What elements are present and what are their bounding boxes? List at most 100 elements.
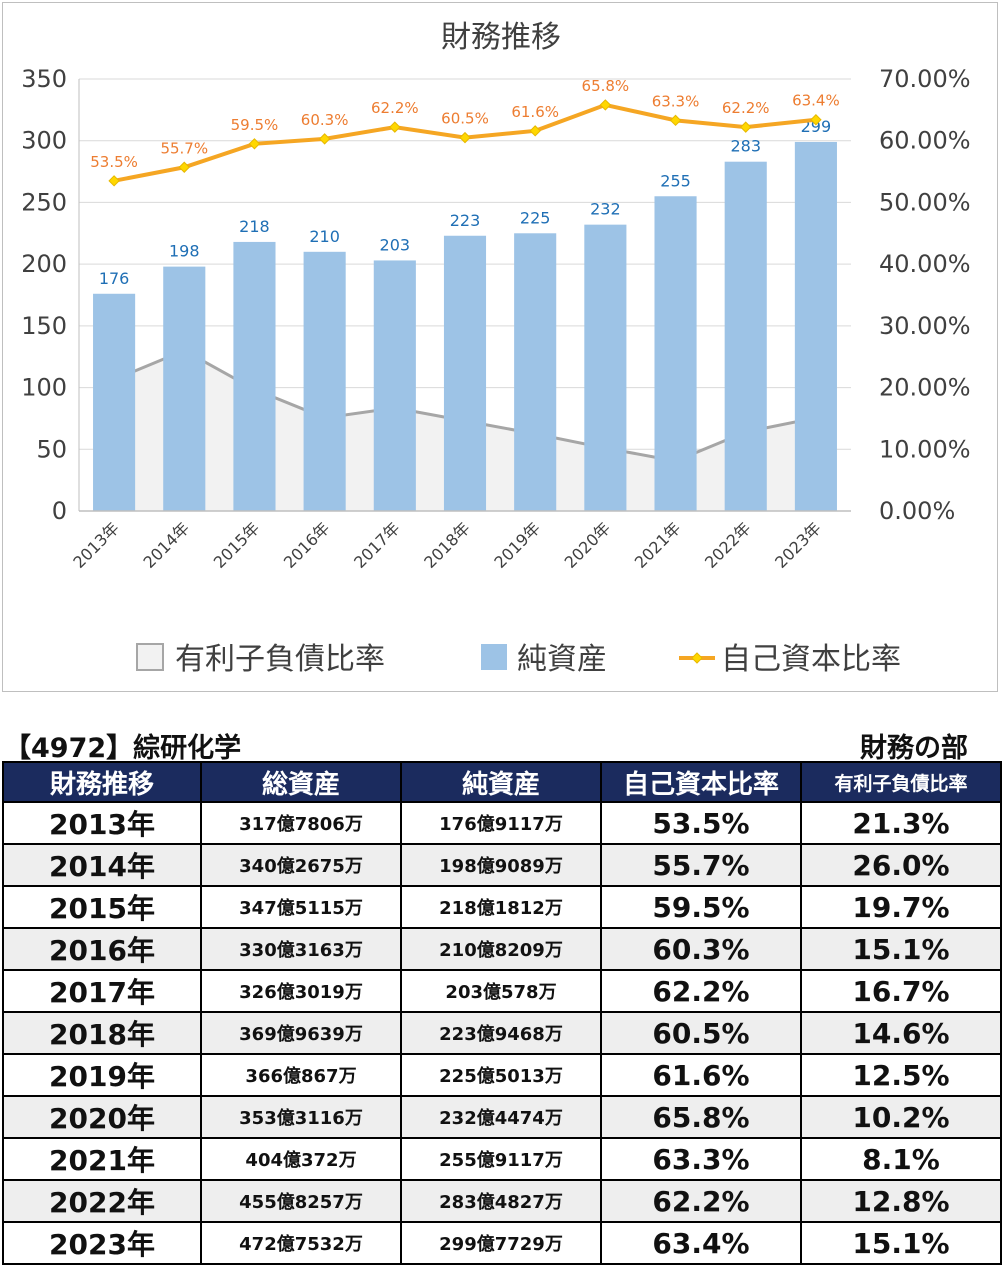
x-tick-label: 2020年 — [561, 518, 615, 572]
table-cell: 65.8% — [600, 1095, 802, 1139]
table-cell: 203億578万 — [400, 969, 602, 1013]
bar-data-label: 223 — [450, 211, 481, 230]
line-data-label: 55.7% — [160, 139, 208, 157]
line-data-label: 62.2% — [722, 99, 770, 117]
bar-net-assets — [654, 196, 697, 511]
line-marker — [389, 121, 401, 133]
y2-tick-label: 10.00% — [879, 435, 971, 463]
line-data-label: 60.5% — [441, 110, 489, 128]
bar-net-assets — [233, 241, 276, 511]
table-row: 2023年 472億7532万 299億7729万 63.4% 15.1% — [2, 1221, 1002, 1265]
x-tick-label: 2017年 — [350, 518, 404, 572]
line-marker — [459, 131, 471, 144]
bar-net-assets — [514, 233, 557, 512]
y-tick-label: 150 — [21, 312, 67, 340]
table-cell: 2021年 — [2, 1137, 202, 1181]
bar-net-assets — [794, 141, 837, 511]
table-cell: 2019年 — [2, 1053, 202, 1097]
line-marker — [810, 114, 822, 126]
line-data-label: 63.4% — [792, 92, 840, 110]
table-row: 2018年 369億9639万 223億9468万 60.5% 14.6% — [2, 1011, 1002, 1055]
line-data-label: 53.5% — [90, 153, 138, 171]
table-cell: 62.2% — [600, 969, 802, 1013]
table-row: 2019年 366億867万 225億5013万 61.6% 12.5% — [2, 1053, 1002, 1097]
line-marker — [248, 138, 261, 150]
bar-data-label: 232 — [590, 200, 621, 219]
chart-title: 財務推移 — [441, 20, 561, 55]
header-net-assets: 純資産 — [400, 761, 602, 803]
y-tick-label: 200 — [21, 250, 67, 278]
bar-data-label: 176 — [99, 269, 130, 288]
table-cell: 10.2% — [800, 1095, 1002, 1139]
line-data-label: 59.5% — [231, 116, 279, 134]
table-cell: 8.1% — [800, 1137, 1002, 1181]
table-cell: 225億5013万 — [400, 1053, 602, 1097]
table-cell: 326億3019万 — [200, 969, 402, 1013]
y2-tick-label: 70.00% — [879, 65, 971, 93]
table-cell: 198億9089万 — [400, 843, 602, 887]
table-cell: 53.5% — [600, 801, 802, 845]
bar-data-label: 210 — [309, 227, 340, 246]
table-cell: 340億2675万 — [200, 843, 402, 887]
x-tick-label: 2015年 — [210, 518, 264, 572]
table-cell: 63.3% — [600, 1137, 802, 1181]
table-heading: 【4972】綜研化学 財務の部 — [0, 726, 1004, 764]
line-data-label: 61.6% — [511, 103, 559, 121]
header-year: 財務推移 — [2, 761, 202, 803]
table-cell: 210億8209万 — [400, 927, 602, 971]
table-row: 2022年 455億8257万 283億4827万 62.2% 12.8% — [2, 1179, 1002, 1223]
x-tick-label: 2023年 — [771, 518, 825, 572]
bar-net-assets — [584, 224, 627, 511]
legend-swatch-net-assets — [481, 644, 507, 670]
x-tick-label: 2018年 — [420, 518, 474, 572]
line-data-label: 65.8% — [582, 77, 630, 95]
line-marker — [318, 133, 331, 145]
bar-data-label: 225 — [520, 208, 551, 227]
table-cell: 12.8% — [800, 1179, 1002, 1223]
table-cell: 55.7% — [600, 843, 802, 887]
y-tick-label: 250 — [21, 188, 67, 216]
line-marker — [178, 161, 190, 173]
table-cell: 223億9468万 — [400, 1011, 602, 1055]
company-name: 【4972】綜研化学 — [4, 733, 242, 764]
y-tick-label: 50 — [36, 435, 67, 463]
table-row: 2015年 347億5115万 218億1812万 59.5% 19.7% — [2, 885, 1002, 929]
header-debt-ratio: 有利子負債比率 — [800, 761, 1002, 803]
table-cell: 26.0% — [800, 843, 1002, 887]
header-total-assets: 総資産 — [200, 761, 402, 803]
table-cell: 12.5% — [800, 1053, 1002, 1097]
table-cell: 15.1% — [800, 1221, 1002, 1265]
y-tick-label: 300 — [21, 127, 67, 155]
table-cell: 2015年 — [2, 885, 202, 929]
line-marker — [529, 125, 541, 137]
bar-net-assets — [724, 161, 767, 511]
bar-net-assets — [443, 235, 487, 512]
bar-data-label: 283 — [730, 137, 761, 156]
table-cell: 15.1% — [800, 927, 1002, 971]
table-cell: 16.7% — [800, 969, 1002, 1013]
y2-tick-label: 60.00% — [879, 127, 971, 155]
header-equity-ratio: 自己資本比率 — [600, 761, 802, 803]
table-cell: 472億7532万 — [200, 1221, 402, 1265]
table-cell: 2022年 — [2, 1179, 202, 1223]
table-cell: 60.3% — [600, 927, 802, 971]
line-marker — [108, 175, 120, 187]
x-tick-label: 2014年 — [140, 518, 194, 572]
table-row: 2021年 404億372万 255億9117万 63.3% 8.1% — [2, 1137, 1002, 1181]
table-cell: 62.2% — [600, 1179, 802, 1223]
y-tick-label: 350 — [21, 65, 67, 93]
x-tick-label: 2021年 — [631, 518, 685, 572]
section-name: 財務の部 — [860, 733, 968, 764]
table-cell: 19.7% — [800, 885, 1002, 929]
table-cell: 347億5115万 — [200, 885, 402, 929]
table-cell: 63.4% — [600, 1221, 802, 1265]
table-cell: 455億8257万 — [200, 1179, 402, 1223]
bar-net-assets — [373, 260, 416, 511]
table-cell: 353億3116万 — [200, 1095, 402, 1139]
table-cell: 2017年 — [2, 969, 202, 1013]
bar-net-assets — [303, 251, 346, 512]
table-row: 2020年 353億3116万 232億4474万 65.8% 10.2% — [2, 1095, 1002, 1139]
finance-table: 財務推移 総資産 純資産 自己資本比率 有利子負債比率 2013年 317億780… — [2, 761, 1002, 1265]
y2-tick-label: 50.00% — [879, 188, 971, 216]
